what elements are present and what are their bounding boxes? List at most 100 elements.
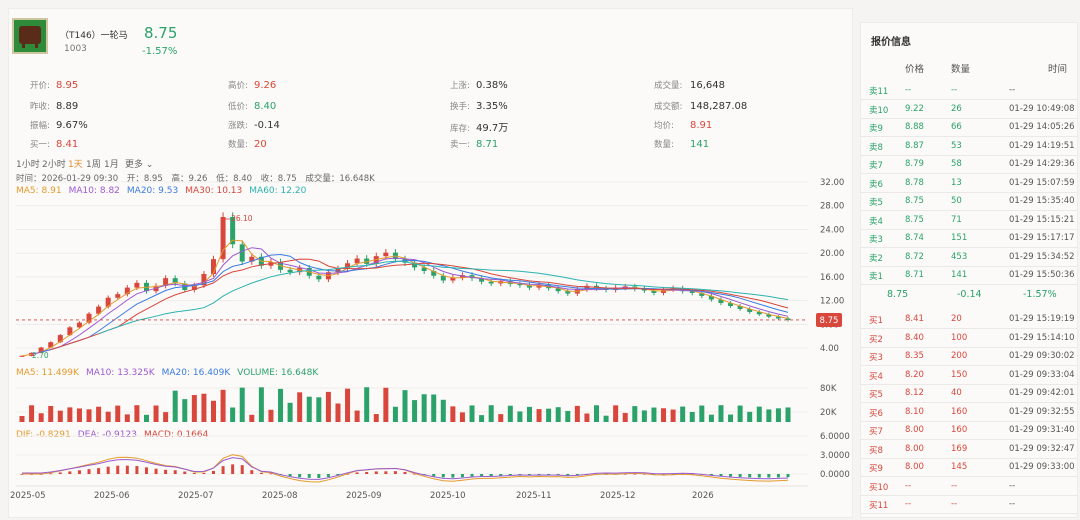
orderbook-panel: 报价信息 价格 数量 时间 卖11 -- -- -- 卖10 9.22 26 01-29 10… [860,22,1078,518]
macd-bar [451,474,455,478]
price-tick: 4.00 [820,344,839,354]
current-price-label: 8.75 [820,316,839,326]
ob-time: 01-29 15:19:19 [1009,314,1075,324]
price-tick: 32.00 [820,178,844,188]
ob-label: 卖1 [869,272,883,282]
candle [383,252,389,257]
volume-bar [565,410,571,422]
stat-item: 上涨: 0.38% [450,79,508,91]
price-tick: 28.00 [820,202,844,212]
macd-bar [441,474,445,478]
ob-qty: 160 [951,406,968,417]
row-divider [861,383,1077,385]
candle [766,314,772,317]
stat-value: 8.95 [56,80,79,91]
volume-bar [373,414,379,422]
volume-bar [364,387,370,422]
macd-bar [432,474,436,477]
candle [517,284,523,286]
legend-item: MA60: 12.20 [249,186,307,196]
legend-item: MA5: 11.499K [16,368,79,378]
row-divider [861,136,1077,137]
volume-bar [479,415,485,422]
candle [431,271,437,276]
candle [335,268,341,273]
candle [191,285,197,290]
ob-qty: 53 [951,140,962,151]
macd-bar [470,474,474,477]
volume-bar [96,406,102,422]
volume-bar [670,409,676,422]
volume-legend: MA5: 11.499K MA10: 13.325K MA20: 16.409K VO… [16,368,325,378]
macd-bar [346,473,350,475]
kline-chart[interactable]: 32.0028.0024.0020.0016.0012.008.004.008.… [8,8,853,518]
ob-time: 01-29 15:34:52 [1009,251,1075,262]
volume-bar [29,405,35,422]
ob-price: 9.22 [905,103,924,114]
stat-value: 49.7万 [476,123,509,134]
macd-bar [336,474,340,476]
candle [747,308,753,312]
volume-bar [613,405,619,422]
ob-qty: 20 [951,314,962,324]
ob-qty: 66 [951,122,962,132]
stat-item: 库存: 49.7万 [450,119,508,134]
volume-bar [708,414,714,422]
macd-bar [480,474,484,477]
candle [105,297,111,307]
timeframe-tab[interactable]: 2小时 [42,160,66,170]
legend-item: MA20: 16.409K [161,368,231,378]
ma-legend: MA5: 8.91 MA10: 8.82 MA20: 9.53 MA30: 10.13… [16,186,313,196]
more-timeframes-button[interactable]: 更多 ⌄ [125,160,154,170]
stat-label: 买一: [30,140,50,150]
ob-qty: 145 [951,462,968,472]
ob-qty: 71 [951,214,962,225]
macd-bar [173,470,177,474]
volume-bar [115,405,121,422]
volume-bar [469,405,475,422]
candle [622,286,628,288]
ob-price: 8.41 [905,314,924,324]
ask-row: 卖6 8.78 13 01-29 15:07:59 [861,174,1077,192]
timeframe-tab[interactable]: 1小时 [16,160,40,170]
volume-bar [546,408,552,422]
bid-row: 买1 8.41 20 01-29 15:19:19 [861,310,1077,328]
ask-row: 卖9 8.88 66 01-29 14:05:26 [861,118,1077,136]
macd-bar [298,474,302,478]
candle [364,258,370,264]
timeframe-tab[interactable]: 1天 [68,160,83,170]
ob-price: 8.00 [905,462,924,472]
candle [440,275,446,281]
ob-label: 卖4 [869,216,883,227]
stat-label: 换手: [450,102,470,112]
volume-bar [661,408,667,422]
timeframe-tab[interactable]: 1周 [86,160,101,170]
ob-price: 8.10 [905,406,924,417]
ob-time: 01-29 14:05:26 [1009,122,1075,132]
volume-bar [632,406,638,422]
row-divider [861,247,1077,248]
volume-bar [412,400,418,422]
macd-bar [269,473,273,475]
ob-time: 01-29 09:42:01 [1009,388,1075,398]
stat-label: 涨跌: [228,121,248,131]
x-tick: 2025-09 [346,491,382,501]
macd-bar [738,474,742,477]
stat-label: 库存: [450,124,470,134]
stat-value: 20 [254,139,267,150]
ask-row: 卖7 8.79 58 01-29 14:29:36 [861,155,1077,173]
ob-label: 买7 [869,427,883,437]
ob-time: 01-29 14:29:36 [1009,159,1075,169]
volume-bar [536,409,542,422]
stat-label: 成交额: [654,102,683,112]
high-label: 26.10 [231,214,253,223]
ob-qty: 453 [951,251,968,262]
macd-bar [144,467,148,474]
stat-value: 16,648 [690,80,725,91]
row-divider [861,191,1077,193]
macd-bar [49,473,53,475]
volume-bar [182,399,188,422]
stat-label: 振幅: [30,121,50,131]
bid-row: 买3 8.35 200 01-29 09:30:02 [861,347,1077,365]
timeframe-tab[interactable]: 1月 [104,160,119,170]
